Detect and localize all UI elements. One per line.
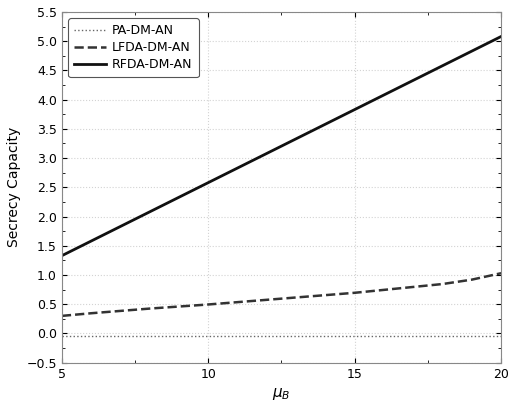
RFDA-DM-AN	[264, 151, 270, 156]
LFDA-DM-AN	[147, 306, 153, 311]
X-axis label: $\mu_B$: $\mu_B$	[272, 386, 291, 402]
RFDA-DM-AN	[381, 92, 387, 97]
LFDA-DM-AN	[498, 271, 504, 276]
LFDA-DM-AN	[410, 285, 416, 290]
LFDA-DM-AN	[59, 313, 65, 318]
RFDA-DM-AN	[117, 224, 123, 229]
LFDA-DM-AN	[234, 300, 240, 305]
Legend: PA-DM-AN, LFDA-DM-AN, RFDA-DM-AN: PA-DM-AN, LFDA-DM-AN, RFDA-DM-AN	[68, 18, 199, 77]
RFDA-DM-AN	[205, 180, 212, 185]
RFDA-DM-AN	[410, 78, 416, 83]
LFDA-DM-AN	[117, 308, 123, 313]
LFDA-DM-AN	[469, 277, 475, 282]
RFDA-DM-AN	[469, 49, 475, 54]
RFDA-DM-AN	[234, 166, 240, 171]
LFDA-DM-AN	[176, 304, 182, 309]
LFDA-DM-AN	[205, 302, 212, 307]
RFDA-DM-AN	[59, 253, 65, 258]
RFDA-DM-AN	[88, 238, 94, 243]
RFDA-DM-AN	[293, 136, 299, 141]
RFDA-DM-AN	[176, 195, 182, 200]
LFDA-DM-AN	[264, 297, 270, 302]
RFDA-DM-AN	[322, 122, 329, 127]
LFDA-DM-AN	[440, 281, 446, 286]
RFDA-DM-AN	[498, 34, 504, 39]
LFDA-DM-AN	[351, 290, 358, 295]
Line: RFDA-DM-AN: RFDA-DM-AN	[62, 36, 501, 256]
LFDA-DM-AN	[88, 311, 94, 316]
LFDA-DM-AN	[293, 295, 299, 300]
RFDA-DM-AN	[440, 63, 446, 68]
LFDA-DM-AN	[322, 293, 329, 298]
Line: LFDA-DM-AN: LFDA-DM-AN	[62, 273, 501, 316]
LFDA-DM-AN	[381, 288, 387, 292]
RFDA-DM-AN	[351, 107, 358, 112]
Y-axis label: Secrecy Capacity: Secrecy Capacity	[7, 127, 21, 247]
RFDA-DM-AN	[147, 209, 153, 214]
